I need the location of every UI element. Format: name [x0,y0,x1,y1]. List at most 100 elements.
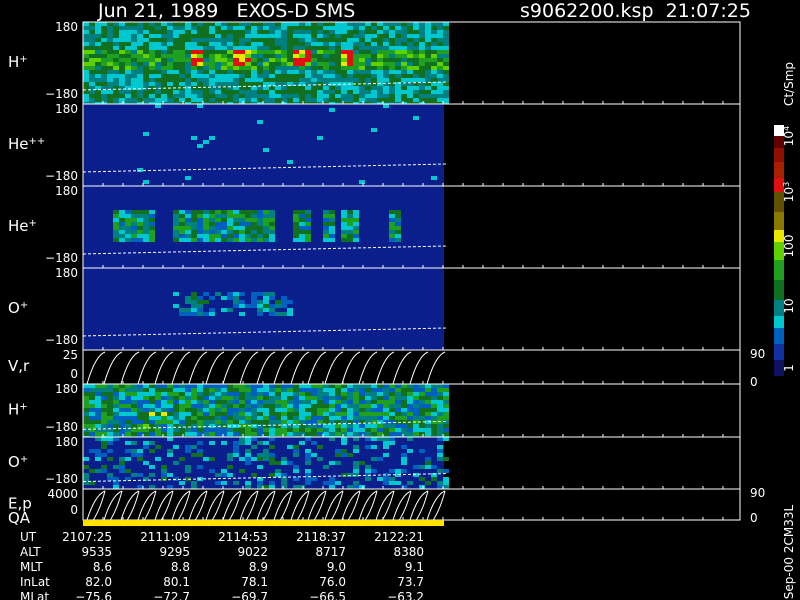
spectrogram-cell [221,74,227,78]
spectrogram-cell [263,234,269,238]
spectrogram-cell [305,226,311,230]
spectrogram-cell [167,70,173,74]
y-bottom-label: −180 [45,333,78,347]
panel-label: H+ [8,401,28,419]
spectrogram-cell [89,54,95,58]
spectrogram-cell [101,432,107,436]
spectrogram-cell [191,396,197,400]
spectrogram-cell [251,214,257,218]
spectrogram-cell [125,226,131,230]
spectrogram-cell [395,222,401,226]
spectrogram-cell [413,432,419,436]
spectrogram-cell [389,54,395,58]
spectrogram-cell [341,210,347,214]
spectrogram-cell [281,461,287,465]
spectrogram-cell [251,437,257,441]
spectrogram-cell [371,66,377,70]
spectrogram-cell [275,34,281,38]
spectrogram-cell [143,396,149,400]
spectrogram-cell [113,210,119,214]
spectrogram-cell [365,420,371,424]
spectrogram-cell [173,218,179,222]
spectrogram-cell [347,42,353,46]
spectrogram-cell [251,90,257,94]
spectrogram-cell [149,82,155,86]
spectrogram-cell [437,54,443,58]
spectrogram-cell [341,86,347,90]
spectrogram-cell [305,98,311,102]
spectrogram-cell [341,238,347,242]
spectrogram-cell [239,34,245,38]
spectrogram-cell [425,26,431,30]
spectrogram-cell [191,62,197,66]
spectrogram-cell [323,50,329,54]
spectrogram-cell [203,94,209,98]
spectrogram-cell [143,30,149,34]
spectrogram-cell [179,90,185,94]
spectrogram-cell [143,22,149,26]
spectrogram-cell [431,98,437,102]
spectrogram-cell [401,90,407,94]
spectrogram-cell [221,214,227,218]
footer-value: 9.0 [327,560,346,574]
spectrogram-cell [239,66,245,70]
spectrogram-cell [257,210,263,214]
spectrogram-cell [239,78,245,82]
spectrogram-cell [293,58,299,62]
spectrogram-cell [437,50,443,54]
spectrogram-cell [167,46,173,50]
spectrogram-cell [83,412,89,416]
spectrogram-cell [107,428,113,432]
spectrogram-cell [269,82,275,86]
spectrogram-cell [377,457,383,461]
spectrogram-cell [257,388,263,392]
spectrogram-cell [425,66,431,70]
spectrogram-cell [353,214,359,218]
spectrogram-cell [185,420,191,424]
spectrogram-cell [341,424,347,428]
spectrogram-cell [305,449,311,453]
spectrogram-cell [107,94,113,98]
spectrogram-cell [179,388,185,392]
spectrogram-cell [191,82,197,86]
spectrogram-cell [269,70,275,74]
spectrogram-cell [215,90,221,94]
spectrogram-cell [203,50,209,54]
spectrogram-cell [335,400,341,404]
spectrogram-cell [359,50,365,54]
spectrogram-cell [107,74,113,78]
spectrogram-cell [173,42,179,46]
colorbar-label-base: 100 [782,235,796,258]
spectrogram-cell [401,26,407,30]
spectrogram-cell [257,90,263,94]
spectrogram-cell [119,30,125,34]
spectrogram-cell [191,218,197,222]
spectrogram-cell [281,42,287,46]
spectrogram-cell [191,408,197,412]
spectrogram-cell [113,437,119,441]
spectrogram-cell [119,432,125,436]
spectrogram-cell [329,210,335,214]
spectrogram-cell [131,388,137,392]
spectrogram-cell [305,396,311,400]
spectrogram-cell [263,392,269,396]
spectrogram-cell [191,234,197,238]
spectrogram-cell [269,210,275,214]
spectrogram-cell [347,86,353,90]
spectrogram-cell [227,54,233,58]
spectrogram-cell [299,46,305,50]
spectrogram-cell [143,424,149,428]
spectrogram-cell [269,26,275,30]
spectrogram-cell [377,102,383,104]
spectrogram-cell [155,400,161,404]
spectrogram-cell [143,214,149,218]
spectrogram-cell [293,46,299,50]
spectrogram-cell [305,400,311,404]
spectrogram-cell [221,226,227,230]
spectrogram-cell [389,82,395,86]
spectrogram-cell [347,58,353,62]
spectrogram-cell [269,234,275,238]
spectrogram-cell [155,54,161,58]
spectrogram-cell [317,78,323,82]
spectrogram-cell [227,226,233,230]
